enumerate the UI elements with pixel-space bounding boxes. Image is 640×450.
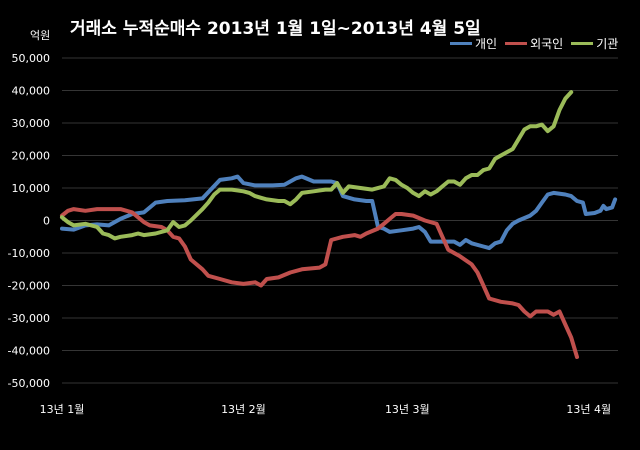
legend-label-institution: 기관: [596, 37, 619, 51]
chart-legend: 개인 외국인 기관: [450, 35, 618, 52]
y-tick-label: -50,000: [8, 377, 50, 390]
legend-swatch-individual: [450, 42, 472, 45]
legend-swatch-institution: [571, 42, 594, 45]
y-tick-label: 30,000: [12, 117, 51, 130]
x-tick-label: 13년 4월: [566, 403, 611, 416]
chart-title: 거래소 누적순매수 2013년 1월 1일~2013년 4월 5일: [70, 19, 481, 39]
legend-label-individual: 개인: [475, 37, 498, 51]
x-tick-label: 13년 1월: [40, 403, 85, 416]
x-axis-ticks: 13년 1월 13년 2월 13년 3월 13년 4월: [40, 403, 611, 416]
series-line-individual: [60, 174, 618, 251]
y-tick-label: 0: [43, 215, 50, 228]
chart-series: [60, 90, 618, 359]
legend-item-individual: 개인: [450, 35, 497, 52]
series-line-institution: [60, 90, 574, 241]
y-tick-label: 40,000: [12, 85, 51, 98]
y-tick-label: -10,000: [8, 247, 50, 260]
x-tick-label: 13년 2월: [221, 403, 266, 416]
series-line-foreign: [60, 207, 579, 359]
y-axis-unit-label: 억원: [30, 29, 51, 42]
legend-label-foreign: 외국인: [530, 37, 564, 51]
y-tick-label: -20,000: [8, 280, 50, 293]
y-tick-label: 20,000: [12, 150, 51, 163]
legend-swatch-foreign: [505, 42, 528, 45]
chart-gridlines: [62, 57, 618, 384]
y-tick-label: -30,000: [8, 312, 50, 325]
legend-item-institution: 기관: [571, 35, 618, 52]
y-tick-label: -40,000: [8, 345, 50, 358]
y-tick-label: 50,000: [12, 52, 51, 65]
y-axis-ticks: 50,000 40,000 30,000 20,000 10,000 0 -10,000 -2…: [8, 52, 50, 390]
x-tick-label: 13년 3월: [385, 403, 430, 416]
legend-item-foreign: 외국인: [505, 35, 563, 52]
y-tick-label: 10,000: [12, 182, 51, 195]
